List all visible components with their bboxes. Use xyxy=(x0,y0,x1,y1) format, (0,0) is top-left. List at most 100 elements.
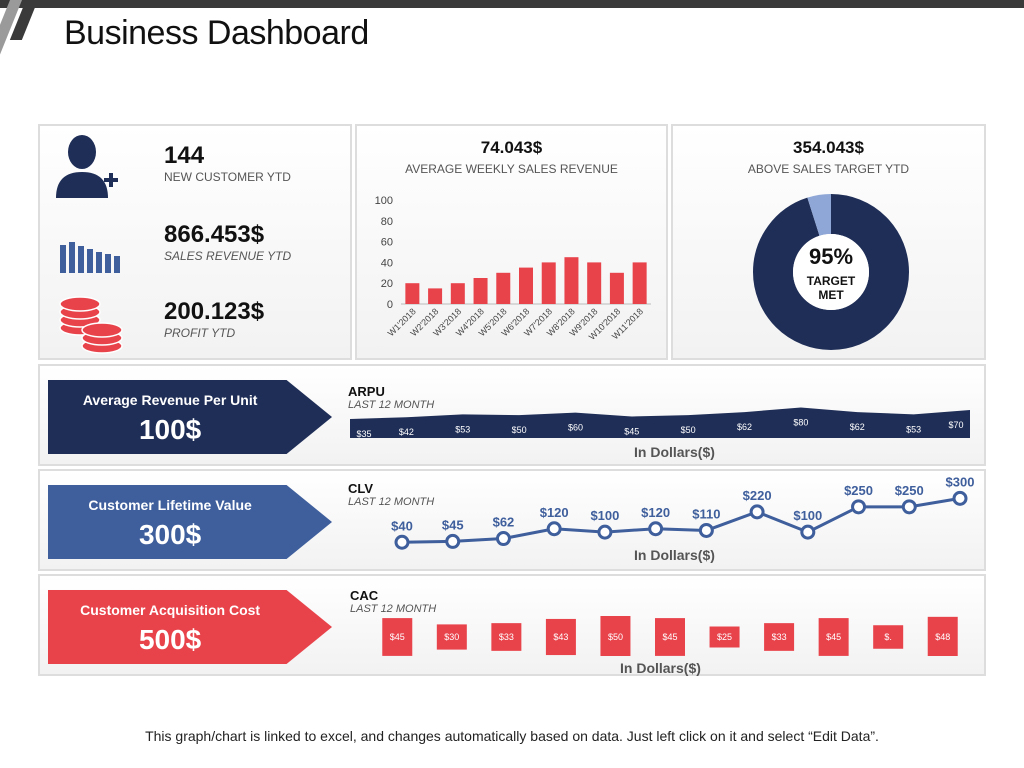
unit-label: In Dollars($) xyxy=(620,660,701,676)
data-label: $120 xyxy=(641,505,670,520)
bar xyxy=(927,616,958,656)
data-label: $300 xyxy=(946,477,975,489)
y-tick-label: 100 xyxy=(375,195,393,207)
cac-panel: Customer Acquisition Cost 500$ CAC LAST … xyxy=(38,574,986,676)
metric-subtitle: LAST 12 MONTH xyxy=(348,496,435,508)
clv-banner: Customer Lifetime Value 300$ xyxy=(48,485,332,559)
data-label: $120 xyxy=(540,505,569,520)
cac-bar-chart: $45 $30 $33 $43 $50 $45 $25 $33 $45 $. $48 xyxy=(382,616,958,656)
bar xyxy=(428,288,443,304)
customer-add-icon xyxy=(56,135,118,198)
data-label: $33 xyxy=(499,632,514,642)
data-label: $43 xyxy=(553,632,568,642)
data-label: $45 xyxy=(390,632,405,642)
unit-label: In Dollars($) xyxy=(634,547,715,563)
data-point xyxy=(394,534,410,550)
data-label: $53 xyxy=(906,424,921,434)
data-point xyxy=(597,524,613,540)
data-label: $40 xyxy=(391,518,413,533)
data-point xyxy=(546,521,562,537)
y-tick-label: 60 xyxy=(381,237,393,249)
banner-title: Customer Acquisition Cost xyxy=(80,602,261,618)
banner-title: Average Revenue Per Unit xyxy=(82,392,258,408)
data-label: $80 xyxy=(793,417,808,427)
y-tick-label: 40 xyxy=(381,257,393,269)
bar xyxy=(382,618,413,656)
data-point xyxy=(648,521,664,537)
metric-title: CLV xyxy=(348,481,374,496)
bar-chart-icon xyxy=(60,242,120,273)
data-label: $50 xyxy=(512,425,527,435)
data-label: $45 xyxy=(662,632,677,642)
data-label: $250 xyxy=(895,483,924,498)
target-label: ABOVE SALES TARGET YTD xyxy=(747,162,910,176)
kpi-label: SALES REVENUE YTD xyxy=(164,249,292,263)
donut-hole xyxy=(793,234,869,310)
data-label: $220 xyxy=(743,488,772,503)
banner-value: 100$ xyxy=(138,414,202,445)
data-point xyxy=(851,499,867,515)
data-label: $250 xyxy=(844,483,873,498)
banner-value: 500$ xyxy=(138,624,202,655)
kpi-profit: 200.123$ PROFIT YTD xyxy=(40,282,352,360)
bar xyxy=(655,618,685,656)
data-label: $50 xyxy=(608,632,623,642)
arpu-panel: Average Revenue Per Unit 100$ ARPU LAST … xyxy=(38,364,986,466)
metric-title: CAC xyxy=(350,588,379,603)
data-point xyxy=(901,499,917,515)
data-point xyxy=(698,522,714,538)
bar xyxy=(587,262,602,304)
data-label: $62 xyxy=(850,422,865,432)
area-series xyxy=(350,407,970,438)
bar xyxy=(405,283,420,304)
data-label: $70 xyxy=(948,420,963,430)
kpi-new-customer: 144 NEW CUSTOMER YTD xyxy=(40,126,352,204)
bar xyxy=(473,278,488,304)
bar xyxy=(564,257,579,304)
data-label: $35 xyxy=(356,429,371,438)
arpu-banner: Average Revenue Per Unit 100$ xyxy=(48,380,332,454)
kpi-label: PROFIT YTD xyxy=(164,326,236,340)
data-label: $48 xyxy=(935,632,950,642)
y-tick-label: 20 xyxy=(381,278,393,290)
weekly-label: AVERAGE WEEKLY SALES REVENUE xyxy=(405,162,618,176)
data-label: $60 xyxy=(568,423,583,433)
data-point xyxy=(800,524,816,540)
bar xyxy=(436,624,467,650)
kpi-value: 200.123$ xyxy=(164,298,265,325)
data-label: $100 xyxy=(793,508,822,523)
bar xyxy=(709,626,740,648)
data-point xyxy=(445,533,461,549)
coins-icon xyxy=(59,296,123,354)
data-label: $. xyxy=(884,632,892,642)
data-label: $33 xyxy=(772,632,787,642)
data-label: $30 xyxy=(444,632,459,642)
kpi-sales-revenue: 866.453$ SALES REVENUE YTD xyxy=(40,205,352,283)
y-tick-label: 0 xyxy=(387,299,393,311)
cac-banner: Customer Acquisition Cost 500$ xyxy=(48,590,332,664)
clv-line-chart: $40 $45 $62 $120 $100 $120 $110 $220 $100 $250 $25… xyxy=(391,477,975,550)
data-label: $45 xyxy=(826,632,841,642)
data-label: $45 xyxy=(624,426,639,436)
line-series xyxy=(401,496,961,544)
weekly-value: 74.043$ xyxy=(480,138,543,157)
bar xyxy=(632,262,647,304)
bar xyxy=(609,272,624,304)
arpu-area-chart: $35 $42 $53 $50 $60 $45 $50 $62 $80 $62 $53 $70 xyxy=(350,407,970,438)
page-title: Business Dashboard xyxy=(64,14,369,52)
metric-subtitle: LAST 12 MONTH xyxy=(350,603,437,615)
bar xyxy=(496,272,511,304)
y-tick-label: 80 xyxy=(381,216,393,228)
metric-subtitle: LAST 12 MONTH xyxy=(348,399,435,411)
data-label: $53 xyxy=(455,424,470,434)
bar xyxy=(818,618,849,656)
clv-panel: Customer Lifetime Value 300$ CLV LAST 12… xyxy=(38,469,986,571)
data-label: $25 xyxy=(717,632,732,642)
bar xyxy=(873,625,904,649)
bar xyxy=(450,283,465,304)
bar xyxy=(541,262,556,304)
bar xyxy=(764,623,795,651)
kpi-label: NEW CUSTOMER YTD xyxy=(164,170,291,184)
data-label: $110 xyxy=(692,506,720,521)
data-label: $62 xyxy=(737,422,752,432)
